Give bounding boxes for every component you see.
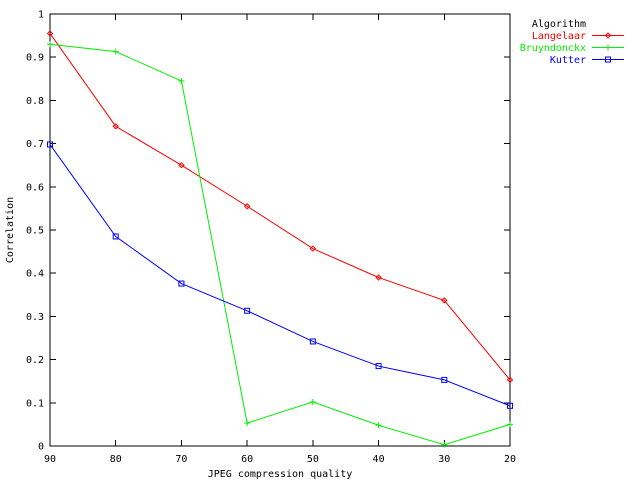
legend-marker-langelaar <box>604 32 612 39</box>
series-langelaar <box>46 30 514 384</box>
x-tick-label: 80 <box>110 454 122 465</box>
x-axis-label: JPEG compression quality <box>208 469 353 480</box>
data-point-bruyndonckx <box>441 441 448 448</box>
series-kutter <box>47 141 513 409</box>
data-point-langelaar <box>506 376 514 384</box>
y-tick-label: 0.2 <box>26 355 44 366</box>
y-tick-label: 0.8 <box>26 96 44 107</box>
x-tick-label: 30 <box>438 454 450 465</box>
data-point-langelaar <box>375 274 382 281</box>
series-line-bruyndonckx <box>49 43 511 446</box>
data-point-langelaar <box>243 203 251 210</box>
x-tick-label: 70 <box>175 454 187 465</box>
x-tick-label: 20 <box>504 454 516 465</box>
data-point-bruyndonckx <box>309 398 316 405</box>
data-point-langelaar <box>46 30 54 37</box>
data-point-langelaar <box>309 245 317 252</box>
x-tick-label: 90 <box>44 454 56 465</box>
x-tick-label: 50 <box>307 454 319 465</box>
y-tick-label: 0.4 <box>26 269 44 280</box>
data-point-bruyndonckx <box>112 48 119 55</box>
y-tick-label: 0.3 <box>26 312 44 323</box>
series-bruyndonckx <box>47 41 513 448</box>
series-line-langelaar <box>49 33 511 381</box>
y-tick-label: 0 <box>38 442 44 453</box>
y-tick-label: 1 <box>38 10 44 21</box>
data-point-bruyndonckx <box>375 422 382 429</box>
data-point-langelaar <box>178 161 185 169</box>
data-point-bruyndonckx <box>507 421 513 428</box>
legend-title: Algorithm <box>532 19 586 30</box>
legend-label-kutter: Kutter <box>550 55 586 66</box>
y-tick-label: 0.5 <box>26 226 44 237</box>
legend-label-bruyndonckx: Bruyndonckx <box>520 43 586 54</box>
series-layer <box>46 30 514 448</box>
data-point-kutter <box>47 141 53 148</box>
y-tick-label: 0.1 <box>26 398 44 409</box>
data-point-bruyndonckx <box>244 420 251 427</box>
data-point-kutter <box>441 376 448 383</box>
y-tick-label: 0.6 <box>26 182 44 193</box>
y-tick-label: 0.7 <box>26 139 44 150</box>
legend-label-langelaar: Langelaar <box>532 31 586 42</box>
legend-item-bruyndonckx: Bruyndonckx <box>520 43 624 54</box>
data-point-kutter <box>112 233 119 240</box>
legend-marker-kutter <box>605 56 611 63</box>
y-tick-label: 0.9 <box>26 53 44 64</box>
y-axis-label: Correlation <box>5 197 16 263</box>
legend-item-kutter: Kutter <box>550 55 624 66</box>
plot-frame <box>49 13 511 447</box>
data-point-langelaar <box>441 297 448 304</box>
legend-item-langelaar: Langelaar <box>532 31 624 42</box>
series-line-kutter <box>49 144 511 407</box>
data-point-kutter <box>375 363 382 370</box>
data-point-kutter <box>309 338 316 345</box>
data-point-kutter <box>178 280 185 287</box>
x-tick-label: 60 <box>241 454 253 465</box>
legend-marker-bruyndonckx <box>605 44 611 51</box>
ticks-layer: 0 0.1 0.2 0.3 0.4 0.5 0.6 0.7 0.8 0.9 1 90 80 70 60 50 4… <box>26 10 516 466</box>
data-point-bruyndonckx <box>47 41 53 48</box>
x-tick-label: 40 <box>373 454 385 465</box>
data-point-langelaar <box>112 123 119 130</box>
data-point-kutter <box>244 307 251 314</box>
axes-layer <box>49 13 511 447</box>
data-point-bruyndonckx <box>178 77 185 84</box>
data-point-kutter <box>507 402 513 409</box>
